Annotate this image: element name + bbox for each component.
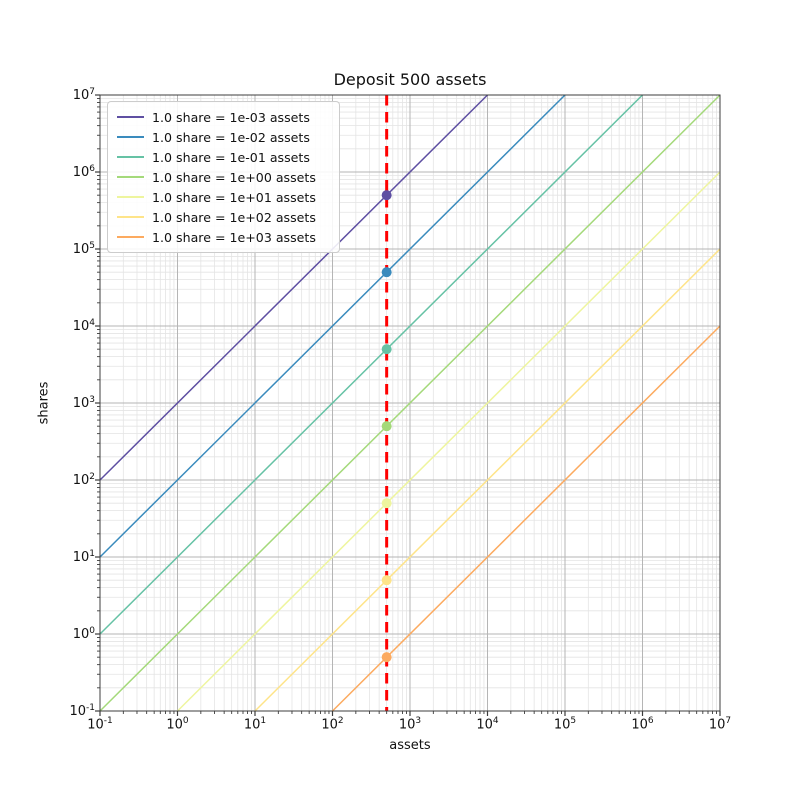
legend-line-swatch	[117, 176, 144, 178]
legend: 1.0 share = 1e-03 assets 1.0 share = 1e-0…	[107, 101, 340, 253]
data-point-marker	[381, 267, 392, 278]
data-point-marker	[381, 421, 392, 432]
legend-item: 1.0 share = 1e+00 assets	[117, 167, 331, 187]
data-point-marker	[381, 575, 392, 586]
x-tick-label: 104	[476, 716, 499, 733]
legend-item: 1.0 share = 1e-01 assets	[117, 147, 331, 167]
legend-item-label: 1.0 share = 1e+02 assets	[152, 209, 316, 225]
y-tick-label: 101	[72, 548, 95, 566]
x-tick-label: 105	[553, 716, 577, 733]
x-tick-label: 102	[321, 716, 344, 733]
x-tick-label: 100	[166, 716, 189, 733]
data-point-marker	[381, 344, 392, 355]
x-tick-label: 10-1	[87, 716, 113, 733]
y-tick-label: 102	[72, 471, 95, 489]
x-tick-label: 106	[631, 716, 654, 733]
y-tick-label: 100	[72, 625, 95, 643]
series-line	[99, 94, 566, 558]
series-line	[99, 94, 721, 712]
legend-line-swatch	[117, 196, 144, 198]
legend-item-label: 1.0 share = 1e-02 assets	[152, 129, 310, 145]
series-line	[331, 325, 721, 712]
x-axis-label: assets	[389, 738, 431, 753]
legend-line-swatch	[117, 156, 144, 158]
y-tick-label: 104	[72, 317, 95, 335]
legend-item: 1.0 share = 1e+01 assets	[117, 187, 331, 207]
data-point-marker	[381, 190, 392, 201]
legend-item: 1.0 share = 1e-02 assets	[117, 127, 331, 147]
legend-item: 1.0 share = 1e-03 assets	[117, 107, 331, 127]
y-tick-label: 10-1	[69, 702, 95, 720]
data-point-marker	[381, 498, 392, 509]
x-tick-label: 101	[243, 716, 267, 733]
legend-item-label: 1.0 share = 1e-03 assets	[152, 109, 310, 125]
data-point-marker	[381, 652, 392, 663]
legend-line-swatch	[117, 116, 144, 118]
y-tick-label: 107	[72, 86, 95, 104]
y-tick-label: 105	[72, 240, 95, 258]
legend-line-swatch	[117, 216, 144, 218]
legend-item-label: 1.0 share = 1e+01 assets	[152, 189, 316, 205]
y-tick-label: 106	[72, 163, 95, 181]
legend-item-label: 1.0 share = 1e-01 assets	[152, 149, 310, 165]
series-line	[99, 94, 489, 481]
legend-line-swatch	[117, 136, 144, 138]
x-tick-label: 103	[398, 716, 422, 733]
series-line	[254, 248, 721, 712]
series-line	[99, 94, 644, 635]
legend-item: 1.0 share = 1e+02 assets	[117, 207, 331, 227]
legend-item: 1.0 share = 1e+03 assets	[117, 227, 331, 247]
legend-line-swatch	[117, 236, 144, 238]
legend-item-label: 1.0 share = 1e+03 assets	[152, 229, 316, 245]
legend-item-label: 1.0 share = 1e+00 assets	[152, 169, 316, 185]
series-line	[176, 171, 721, 712]
chart-title: Deposit 500 assets	[333, 70, 487, 89]
y-tick-label: 103	[72, 394, 95, 412]
x-tick-label: 107	[708, 716, 732, 733]
